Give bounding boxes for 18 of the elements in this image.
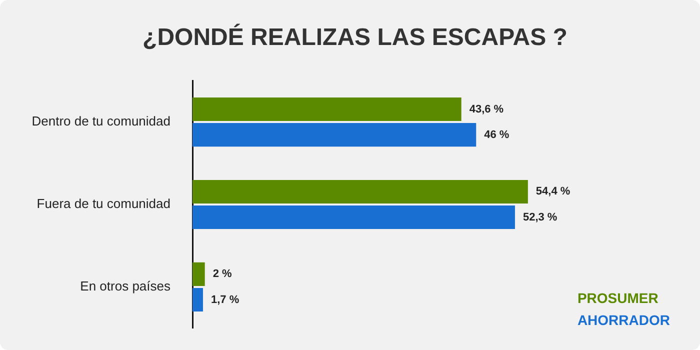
text: AHORRADOR — [577, 312, 670, 328]
bar — [192, 123, 476, 147]
y-tick-label: Fuera de tu comunidad — [36, 196, 170, 212]
y-tick-label: Dentro de tu comunidad — [32, 114, 170, 129]
data-label: 2 % — [212, 268, 232, 280]
bar — [192, 288, 203, 312]
bar — [192, 262, 205, 286]
y-tick-label: En otros países — [80, 278, 171, 294]
text: PROSUMER — [577, 290, 658, 306]
bar — [192, 206, 515, 230]
data-label: 52,3 % — [522, 211, 558, 224]
bar — [192, 180, 528, 204]
data-label: 46 % — [484, 128, 510, 141]
chart-title: ¿DONDÉ REALIZAS LAS ESCAPAS ? — [142, 23, 568, 52]
bar — [192, 97, 462, 122]
data-label: 1,7 % — [210, 294, 240, 306]
data-label: 54,4 % — [536, 186, 570, 198]
data-label: 43,6 % — [469, 103, 504, 116]
